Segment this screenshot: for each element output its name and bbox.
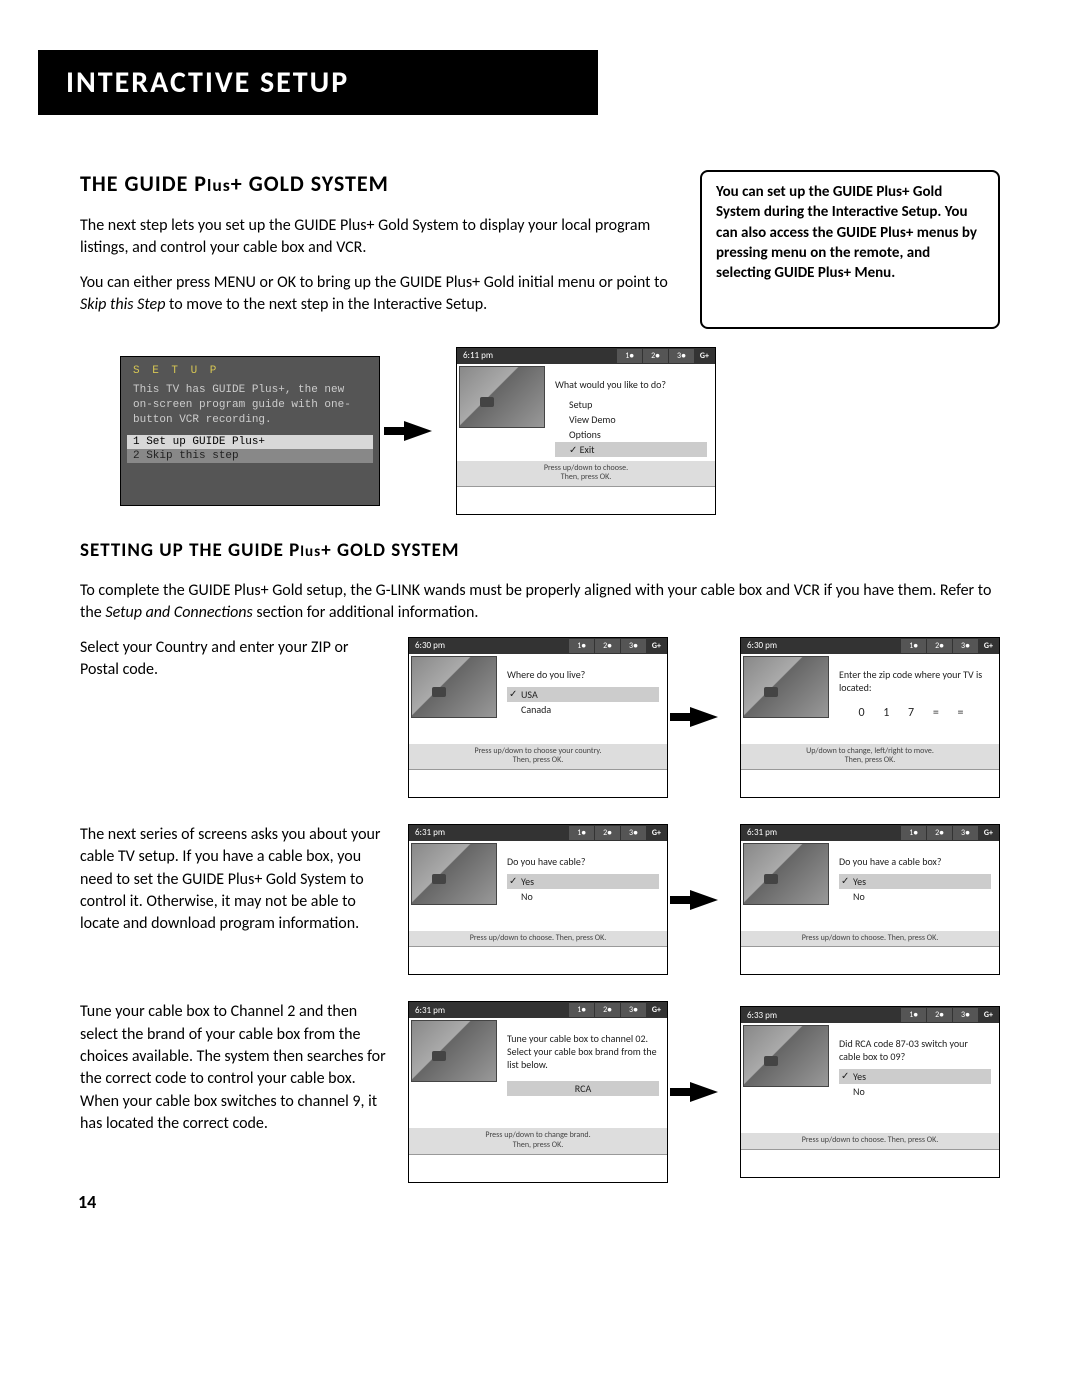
page-number: 14 (78, 1191, 96, 1213)
menu-question: What would you like to do? (555, 378, 707, 391)
section-banner: Interactive Setup (38, 50, 598, 115)
step2-text: The next series of screens asks you abou… (80, 824, 390, 936)
arrow-icon (690, 707, 718, 727)
setup-osd-opt1: 1 Set up GUIDE Plus+ (127, 435, 373, 449)
setup-osd-title: S E T U P (127, 363, 373, 379)
step1-text: Select your Country and enter your ZIP o… (80, 637, 390, 682)
guide-logo: G+ (694, 351, 715, 361)
tv-hint: Press up/down to choose. Then, press OK. (457, 461, 715, 486)
step1-left-screen: 6:30 pm1●2●3●G+ Where do you live? USA C… (408, 637, 668, 798)
heading-guide-system: THE GUIDE Plus+ GOLD SYSTEM (80, 170, 670, 197)
step1-right-screen: 6:30 pm1●2●3●G+ Enter the zip code where… (740, 637, 1000, 798)
setup-osd-desc: This TV has GUIDE Plus+, the new on-scre… (127, 383, 373, 435)
tip-box: You can set up the GUIDE Plus+ Gold Syst… (700, 170, 1000, 329)
arrow-icon (690, 1082, 718, 1102)
tv-time: 6:11 pm (457, 350, 499, 361)
arrow-icon (690, 890, 718, 910)
setup-osd-screen: S E T U P This TV has GUIDE Plus+, the n… (120, 356, 380, 506)
heading-setting-up: SETTING UP THE GUIDE Plus+ GOLD SYSTEM (80, 539, 1000, 562)
step3-text: Tune your cable box to Channel 2 and the… (80, 1001, 390, 1135)
step3-left-screen: 6:31 pm1●2●3●G+ Tune your cable box to c… (408, 1001, 668, 1182)
tv-thumb (459, 366, 545, 428)
setup-intro: To complete the GUIDE Plus+ Gold setup, … (80, 580, 1000, 625)
arrow-icon (404, 421, 432, 441)
step2-left-screen: 6:31 pm1●2●3●G+ Do you have cable? Yes N… (408, 824, 668, 976)
intro-p1: The next step lets you set up the GUIDE … (80, 215, 670, 260)
setup-osd-opt2: 2 Skip this step (127, 449, 373, 463)
step3-right-screen: 6:33 pm1●2●3●G+ Did RCA code 87-03 switc… (740, 1006, 1000, 1178)
step2-right-screen: 6:31 pm1●2●3●G+ Do you have a cable box?… (740, 824, 1000, 976)
intro-p2: You can either press MENU or OK to bring… (80, 272, 670, 317)
guide-menu-screen: 6:11 pm 1● 2● 3● G+ What would you like … (456, 347, 716, 515)
